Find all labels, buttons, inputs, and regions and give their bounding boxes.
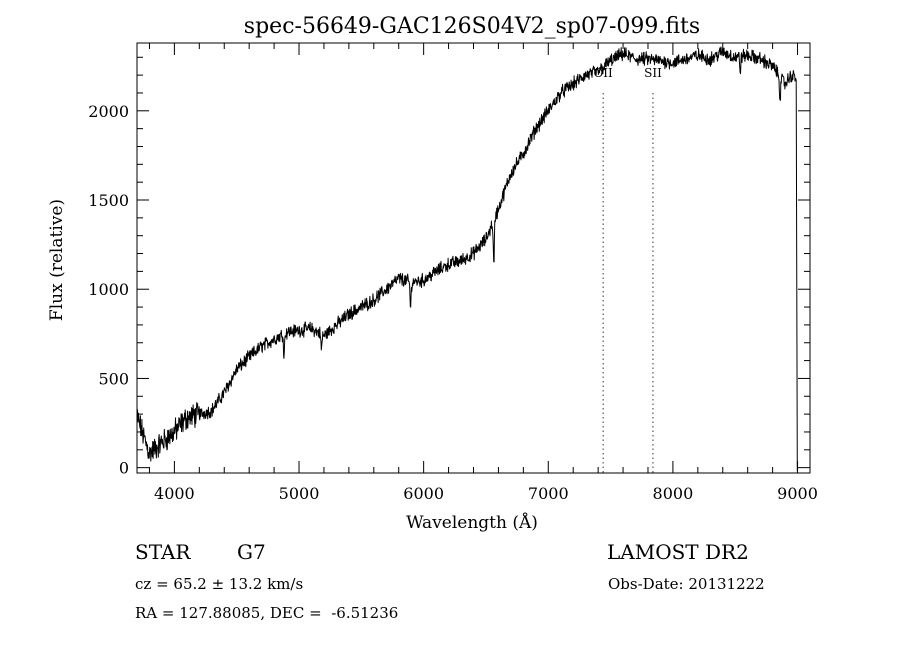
y-tick-label: 1000 (88, 280, 129, 299)
axis-ticks: 4000 5000 6000 7000 8000 9000 0 500 1000 1500 2000 (88, 43, 818, 503)
x-axis-label: Wavelength (Å) (406, 512, 538, 533)
x-tick-label: 6000 (403, 484, 444, 503)
obs-date-text: Obs-Date: 20131222 (608, 575, 765, 593)
plot-frame (136, 42, 811, 474)
y-tick-label: 0 (119, 459, 129, 478)
object-class: STAR (135, 540, 191, 564)
line-annotations: OII SII (593, 66, 662, 473)
x-tick-label: 9000 (777, 484, 818, 503)
y-axis-label: Flux (relative) (47, 199, 67, 321)
object-subclass: G7 (237, 540, 266, 564)
coordinates-text: RA = 127.88085, DEC = -6.51236 (135, 604, 399, 622)
x-tick-label: 8000 (653, 484, 694, 503)
x-tick-label: 7000 (528, 484, 569, 503)
survey-label: LAMOST DR2 (607, 540, 749, 564)
spectrum-line (136, 46, 798, 472)
y-tick-label: 2000 (88, 102, 129, 121)
annotation-label: SII (644, 66, 662, 80)
y-tick-label: 500 (98, 369, 129, 388)
axes-frame (136, 42, 811, 474)
chart-title: spec-56649-GAC126S04V2_sp07-099.fits (244, 14, 700, 39)
y-tick-label: 1500 (88, 191, 129, 210)
x-tick-label: 4000 (154, 484, 195, 503)
x-tick-label: 5000 (279, 484, 320, 503)
redshift-text: cz = 65.2 ± 13.2 km/s (135, 575, 304, 593)
